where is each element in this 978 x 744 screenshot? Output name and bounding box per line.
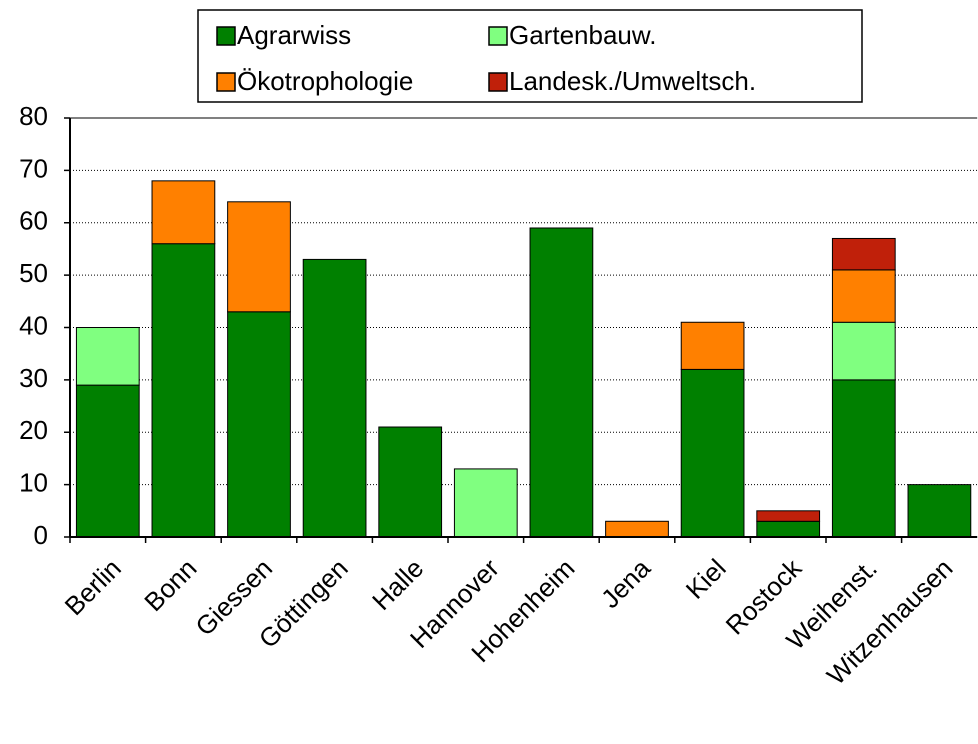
bar-segment — [907, 484, 972, 538]
bar-segment — [302, 258, 367, 538]
legend-label: Gartenbauw. — [509, 20, 656, 50]
y-tick-label: 30 — [19, 363, 48, 393]
bar-segment — [378, 426, 443, 538]
legend-label: Landesk./Umweltsch. — [509, 66, 756, 96]
bar-segment — [151, 243, 216, 538]
bar-segment — [756, 520, 821, 538]
bar-segment — [605, 520, 669, 538]
legend-swatch — [216, 72, 236, 92]
bar-segment — [831, 269, 896, 323]
legend-swatch — [488, 26, 508, 46]
bar-segment — [831, 237, 896, 271]
legend-box — [197, 9, 863, 103]
bar-segment — [453, 468, 518, 538]
legend-label: Ökotrophologie — [237, 66, 413, 96]
bar-segment — [75, 327, 140, 386]
x-tick-label: Bonn — [138, 553, 202, 617]
x-tick-label: Berlin — [59, 553, 127, 621]
y-tick-label: 50 — [19, 258, 48, 288]
bar-segment — [831, 379, 896, 538]
bar-segment — [151, 180, 216, 245]
y-tick-label: 60 — [19, 206, 48, 236]
y-tick-label: 40 — [19, 310, 48, 340]
y-tick-label: 0 — [34, 520, 48, 550]
bar-segment — [680, 321, 745, 370]
bar-segment — [227, 201, 291, 313]
y-tick-label: 80 — [19, 101, 48, 131]
bar-segment — [756, 510, 821, 522]
y-tick-label: 70 — [19, 153, 48, 183]
legend-swatch — [488, 72, 508, 92]
bar-segment — [831, 321, 896, 381]
y-tick-label: 20 — [19, 415, 48, 445]
bar-segment — [529, 227, 594, 538]
bar-segment — [75, 384, 140, 538]
x-tick-label: Jena — [595, 553, 656, 614]
legend-label: Agrarwiss — [237, 20, 351, 50]
y-tick-label: 10 — [19, 468, 48, 498]
x-tick-label: Kiel — [680, 553, 732, 605]
legend-swatch — [216, 26, 236, 46]
x-tick-label: Halle — [366, 553, 429, 616]
bar-segment — [227, 311, 291, 538]
bar-segment — [680, 368, 745, 538]
